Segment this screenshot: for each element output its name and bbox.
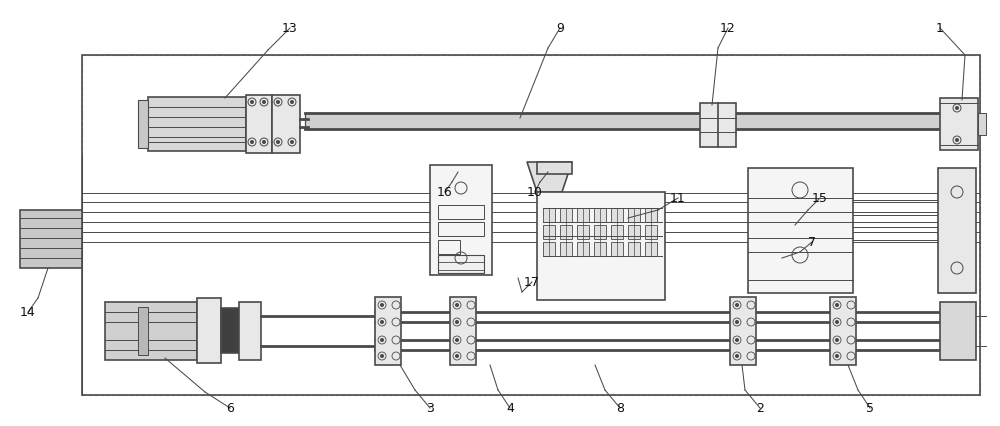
Text: 7: 7 [808,236,816,248]
Bar [82,55,980,395]
Text: 8: 8 [616,401,624,414]
Bar [577,242,589,256]
Text: 17: 17 [524,276,540,288]
Bar [611,225,623,239]
Circle shape [250,141,254,144]
Circle shape [836,339,838,342]
Bar [82,55,980,395]
Bar [628,208,640,222]
Bar [375,297,401,365]
Bar [197,298,221,363]
Text: 2: 2 [756,401,764,414]
Bar [438,222,484,236]
Circle shape [836,303,838,306]
Bar [700,103,736,147]
Text: 15: 15 [812,192,828,204]
Circle shape [736,354,738,357]
Polygon shape [527,162,572,192]
Bar [594,225,606,239]
Bar [105,302,197,360]
Bar [148,97,246,151]
Bar [611,242,623,256]
Text: 12: 12 [720,21,736,35]
Text: 16: 16 [437,185,453,199]
Circle shape [276,101,280,104]
Bar [438,255,484,273]
Bar [938,168,976,293]
Bar [438,205,484,219]
Circle shape [456,303,458,306]
Bar [577,225,589,239]
Circle shape [836,320,838,323]
Bar [138,307,148,355]
Bar [577,208,589,222]
Bar [940,302,976,360]
Circle shape [276,141,280,144]
Text: 10: 10 [527,185,543,199]
Circle shape [456,320,458,323]
Bar [628,225,640,239]
Circle shape [290,141,294,144]
Bar [239,302,261,360]
Circle shape [250,101,254,104]
Circle shape [836,354,838,357]
Circle shape [380,339,384,342]
Circle shape [456,354,458,357]
Bar [940,98,978,150]
Text: 1: 1 [936,21,944,35]
Bar [438,240,460,254]
Text: 3: 3 [426,401,434,414]
Circle shape [290,101,294,104]
Bar [305,113,970,129]
Bar [645,225,657,239]
Bar [560,225,572,239]
Bar [560,208,572,222]
Circle shape [736,303,738,306]
Circle shape [456,339,458,342]
Text: 9: 9 [556,21,564,35]
Bar [20,210,82,268]
Text: 6: 6 [226,401,234,414]
Bar [748,168,853,293]
Bar [272,95,300,153]
Bar [138,100,148,148]
Circle shape [736,320,738,323]
Text: 4: 4 [506,401,514,414]
Bar [221,308,239,353]
Bar [645,208,657,222]
Bar [537,192,665,300]
Bar [246,95,272,153]
Bar [543,242,555,256]
Bar [543,225,555,239]
Bar [537,162,572,174]
Bar [830,297,856,365]
Circle shape [380,354,384,357]
Circle shape [262,101,266,104]
Bar [730,297,756,365]
Text: 5: 5 [866,401,874,414]
Bar [628,242,640,256]
Bar [560,242,572,256]
Bar [594,242,606,256]
Bar [645,242,657,256]
Text: 13: 13 [282,21,298,35]
Bar [594,208,606,222]
Bar [543,208,555,222]
Bar [450,297,476,365]
Circle shape [956,138,958,141]
Text: 14: 14 [20,305,36,319]
Circle shape [736,339,738,342]
Bar [611,208,623,222]
Circle shape [380,320,384,323]
Circle shape [956,106,958,109]
Circle shape [262,141,266,144]
Circle shape [380,303,384,306]
Bar [430,165,492,275]
Bar [978,113,986,135]
Text: 11: 11 [670,192,686,204]
